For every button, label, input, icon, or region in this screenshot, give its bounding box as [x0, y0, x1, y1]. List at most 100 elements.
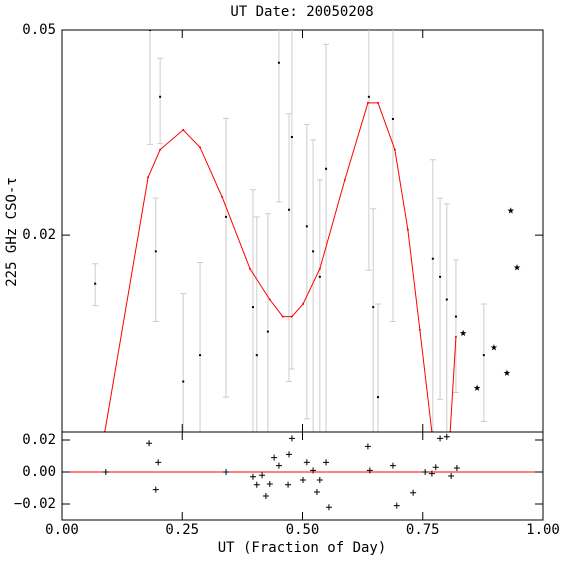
residual-point — [253, 481, 260, 488]
residual-point — [443, 433, 450, 440]
fit-vertex — [393, 148, 396, 151]
data-point — [159, 95, 162, 98]
error-bar — [157, 57, 164, 145]
residual-point — [389, 462, 396, 469]
data-point — [305, 225, 308, 228]
residual-point — [259, 472, 266, 479]
error-bar — [370, 208, 377, 432]
residual-point — [288, 435, 295, 442]
data-point — [312, 250, 315, 253]
data-point — [372, 306, 375, 309]
error-bar — [147, 30, 154, 145]
residual-point — [310, 467, 317, 474]
residual-point — [410, 489, 417, 496]
fit-vertex — [290, 315, 293, 318]
residual-point — [299, 477, 306, 483]
error-bar — [310, 139, 317, 432]
data-point — [318, 275, 321, 278]
fit-vertex — [147, 176, 150, 179]
data-point — [266, 330, 269, 333]
fit-vertex — [281, 315, 284, 318]
fit-vertex — [159, 148, 162, 151]
chart-title: UT Date: 20050208 — [230, 4, 373, 20]
residual-point — [266, 481, 273, 487]
residual-point — [313, 489, 320, 495]
error-bar — [323, 43, 330, 432]
residual-point — [437, 435, 444, 442]
fit-vertex — [249, 267, 252, 270]
error-bar — [443, 203, 450, 432]
residual-point — [285, 481, 292, 488]
data-point — [288, 208, 291, 211]
error-bar — [429, 159, 436, 432]
fit-vertex — [318, 267, 321, 270]
error-bar — [303, 123, 310, 420]
residual-point — [453, 465, 460, 471]
residual-point — [303, 459, 310, 466]
residual-point — [316, 477, 323, 483]
error-bar — [264, 213, 271, 432]
fit-vertex — [301, 303, 304, 306]
error-bar — [288, 30, 295, 370]
data-point — [454, 315, 457, 318]
data-point — [367, 95, 370, 98]
data-point — [255, 354, 258, 357]
plot-frame — [61, 29, 544, 433]
data-point — [149, 30, 152, 31]
data-point — [439, 275, 442, 278]
x-tick-label: 0.75 — [406, 522, 440, 538]
residual-point — [393, 502, 400, 509]
error-bar — [286, 113, 293, 383]
residual-point — [364, 443, 371, 450]
residual-point — [448, 473, 455, 479]
fit-vertex — [343, 178, 346, 181]
data-point — [225, 215, 228, 218]
plot-area — [62, 433, 543, 511]
residual-point — [286, 451, 293, 458]
fit-vertex — [454, 335, 457, 338]
residual-point — [249, 473, 256, 480]
data-point — [431, 257, 434, 260]
error-bar — [437, 197, 444, 400]
plot-frame — [61, 431, 544, 521]
fit-vertex — [377, 101, 380, 104]
fit-line — [104, 102, 457, 432]
data-point — [325, 167, 328, 170]
residual-point — [323, 459, 330, 466]
data-point — [251, 306, 254, 309]
star-point — [503, 369, 511, 376]
error-bar — [197, 261, 204, 432]
star-point — [490, 344, 498, 351]
residual-point — [271, 454, 278, 461]
data-point — [391, 117, 394, 120]
y-tick-label: 0.02 — [22, 227, 56, 243]
error-bar — [275, 30, 282, 203]
residual-point — [366, 467, 373, 474]
plot-area — [92, 30, 521, 432]
fit-vertex — [418, 328, 421, 331]
fit-vertex — [199, 146, 202, 149]
y-axis-label: 225 GHz CSO-τ — [4, 177, 20, 287]
residual-point — [102, 469, 109, 475]
error-bar — [223, 117, 230, 398]
residual-point — [422, 469, 429, 475]
fit-vertex — [406, 228, 409, 231]
data-point — [445, 298, 448, 301]
residual-point — [146, 440, 153, 447]
star-point — [459, 329, 467, 337]
star-point — [473, 384, 481, 391]
data-point — [154, 250, 157, 253]
y-tick-label: 0.02 — [22, 432, 56, 448]
fit-vertex — [268, 298, 271, 301]
error-bar — [152, 197, 159, 322]
data-point — [377, 396, 380, 399]
y-tick-label: 0.05 — [22, 22, 56, 38]
fit-vertex — [221, 196, 224, 199]
error-bar — [180, 293, 187, 432]
x-tick-label: 0.50 — [286, 522, 320, 538]
residual-point — [152, 486, 159, 493]
star-point — [507, 207, 515, 214]
residual-point — [262, 493, 269, 499]
error-bar — [316, 179, 323, 432]
